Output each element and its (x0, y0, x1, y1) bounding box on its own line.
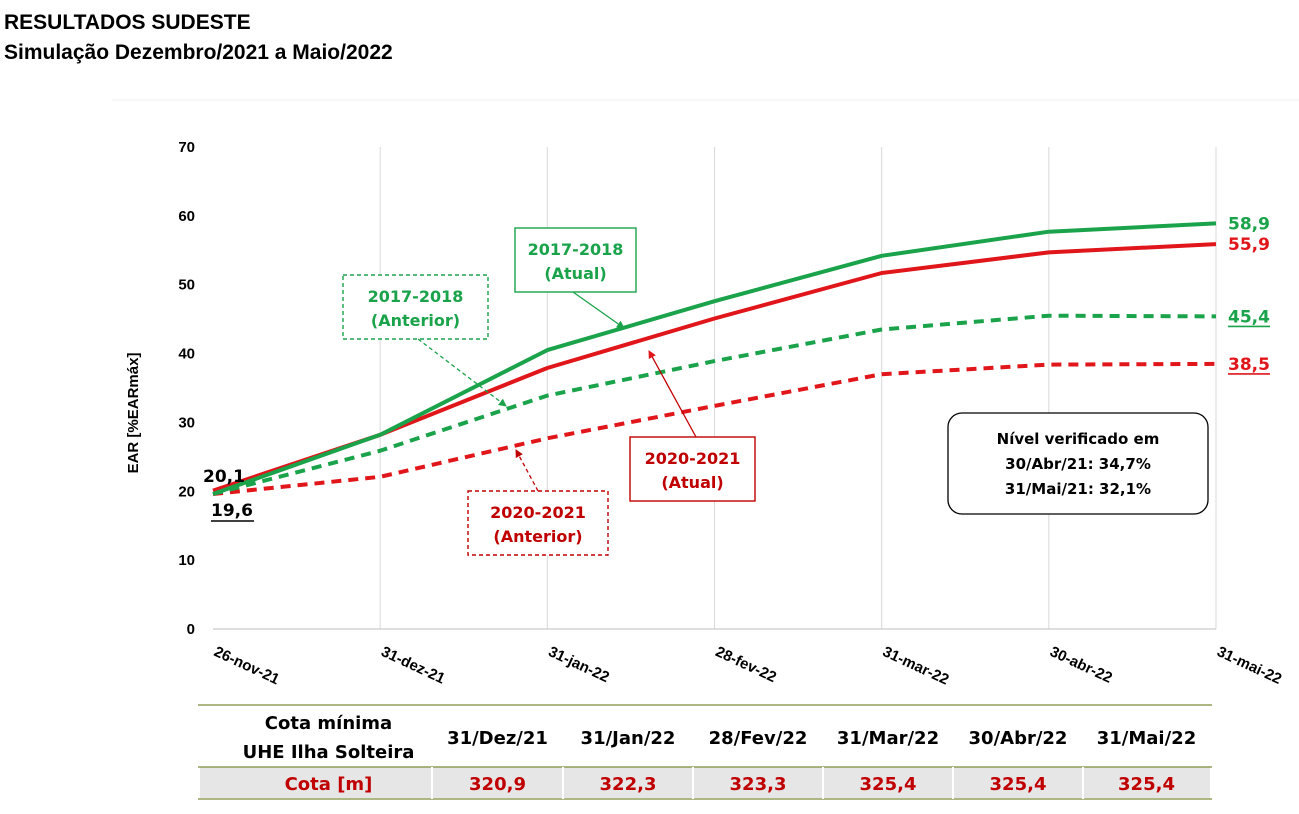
table-cell-value: 325,4 (1118, 774, 1175, 795)
table-cell-value: 325,4 (860, 774, 917, 795)
annotation-ant_1718: 2017-2018 (Anterior) (342, 274, 507, 407)
y-axis-ticks: 0 10 20 30 40 50 60 70 (178, 139, 195, 638)
annotation-line-2: (Atual) (661, 473, 723, 492)
annotation-line-2: (Atual) (544, 264, 606, 283)
table-header-label-line-1: Cota mínima (265, 713, 392, 734)
annotation-box (514, 227, 637, 293)
y-tick-label: 70 (178, 139, 195, 156)
cota-table: Cota mínima UHE Ilha Solteira 31/Dez/21 31/… (198, 704, 1212, 800)
x-tick-label: 26-nov-21 (211, 643, 282, 688)
annotation-arrow (572, 291, 625, 329)
annotation-line-1: 2017-2018 (368, 287, 464, 306)
title-line: RESULTADOS SUDESTE (4, 11, 251, 34)
table-row-bg (200, 767, 1210, 798)
table-column-header: 28/Fev/22 (709, 728, 808, 749)
series-line-ant_1718 (212, 313, 1217, 496)
table-cell-value: 323,3 (730, 774, 787, 795)
y-tick-label: 10 (178, 552, 195, 569)
y-tick-label: 0 (187, 621, 195, 638)
info-box-frame (947, 412, 1209, 515)
table-cell-value: 320,9 (469, 774, 526, 795)
annotation-arrow (648, 350, 697, 438)
annotation-atual_2021: 2020-2021 (Atual) (629, 350, 756, 502)
info-box-line: 30/Abr/21: 34,7% (1005, 455, 1151, 473)
annotation-line-2: (Anterior) (493, 527, 582, 546)
x-tick-label: 30-abr-22 (1047, 643, 1115, 687)
y-tick-label: 50 (178, 277, 195, 294)
end-label-atual_1718: 58,9 (1228, 214, 1270, 234)
y-tick-label: 30 (178, 414, 195, 431)
table-column-header: 31/Jan/22 (581, 728, 676, 749)
annotation-line-2: (Anterior) (371, 311, 460, 330)
x-tick-label: 31-dez-21 (378, 643, 447, 687)
end-label-ant_2021: 38,5 (1228, 355, 1270, 375)
annotation-arrow (417, 338, 507, 407)
x-axis-ticks: 26-nov-21 31-dez-21 31-jan-22 28-fev-22 31-m… (211, 643, 1284, 688)
end-label-atual_2021: 55,9 (1228, 235, 1270, 255)
x-tick-label: 31-mai-22 (1214, 643, 1284, 688)
chart-title: RESULTADOS SUDESTE Simulação Dezembro/20… (4, 8, 393, 68)
start-label-bottom: 19,6 (211, 501, 253, 521)
end-label-ant_1718: 45,4 (1228, 307, 1270, 327)
table-column-header: 30/Abr/22 (969, 728, 1068, 749)
annotation-line-1: 2020-2021 (645, 449, 741, 468)
table-column-header: 31/Dez/21 (447, 728, 548, 749)
annotation-line-1: 2020-2021 (490, 503, 586, 522)
x-tick-label: 28-fev-22 (713, 643, 779, 686)
x-tick-label: 31-jan-22 (546, 643, 612, 686)
annotation-boxes: 2017-2018(Atual)2017-2018(Anterior)2020-… (342, 227, 756, 556)
y-tick-label: 20 (178, 483, 195, 500)
info-box-line: 31/Mai/21: 32,1% (1005, 480, 1151, 498)
info-box-line: Nível verificado em (997, 430, 1160, 448)
annotation-ant_2021: 2020-2021 (Anterior) (467, 449, 609, 556)
info-box: Nível verificado em 30/Abr/21: 34,7% 31/Ma… (947, 412, 1209, 515)
table-cell-value: 325,4 (990, 774, 1047, 795)
table-column-header: 31/Mar/22 (837, 728, 939, 749)
x-tick-label: 31-mar-22 (880, 643, 951, 688)
table-header-label-line-2: UHE Ilha Solteira (243, 742, 415, 763)
start-label-top: 20,1 (203, 467, 245, 487)
annotation-box (629, 436, 756, 502)
table-column-header: 31/Mai/22 (1097, 728, 1196, 749)
series-line-atual_1718 (212, 221, 1217, 496)
annotation-box (467, 490, 609, 556)
y-axis-label: EAR [%EARmáx] (125, 353, 142, 474)
end-value-labels: 58,955,9 45,4 38,5 (1228, 214, 1270, 375)
table-row-label: Cota [m] (285, 774, 373, 795)
series-lines (212, 221, 1217, 496)
subtitle-line: Simulação Dezembro/2021 a Maio/2022 (4, 41, 393, 64)
annotation-line-1: 2017-2018 (528, 240, 624, 259)
y-tick-label: 40 (178, 346, 195, 363)
y-tick-label: 60 (178, 208, 195, 225)
annotation-arrow (515, 449, 539, 492)
start-value-labels: 20,1 19,6 (203, 467, 254, 522)
annotation-box (342, 274, 489, 340)
annotation-atual_1718: 2017-2018 (Atual) (514, 227, 637, 329)
table-cell-value: 322,3 (600, 774, 657, 795)
